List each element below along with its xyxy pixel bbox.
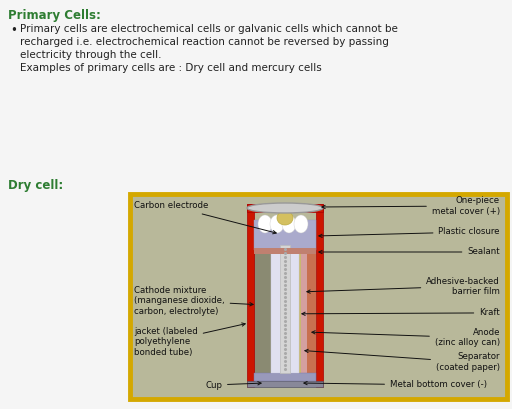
Text: Sealant: Sealant [319, 247, 500, 256]
Text: Plastic closure: Plastic closure [319, 227, 500, 238]
Bar [280, 245, 290, 373]
Text: Dry cell:: Dry cell: [8, 179, 63, 192]
Bar [247, 381, 323, 387]
Ellipse shape [294, 215, 308, 233]
Text: electricity through the cell.: electricity through the cell. [20, 50, 161, 60]
Text: •: • [10, 24, 17, 37]
Bar [130, 194, 507, 399]
Bar [297, 250, 301, 373]
Bar [307, 250, 316, 373]
Bar [301, 250, 307, 373]
Ellipse shape [270, 215, 284, 233]
Text: Cathode mixture
(manganese dioxide,
carbon, electrolyte): Cathode mixture (manganese dioxide, carb… [134, 286, 253, 315]
Bar [254, 250, 316, 373]
Text: Carbon electrode: Carbon electrode [134, 202, 276, 234]
Bar [271, 245, 299, 373]
Bar [247, 204, 254, 387]
Text: Anode
(zinc alloy can): Anode (zinc alloy can) [312, 328, 500, 347]
Text: Cup: Cup [205, 380, 261, 389]
Text: Adhesive-backed
barrier film: Adhesive-backed barrier film [307, 276, 500, 296]
Text: Separator
(coated paper): Separator (coated paper) [305, 349, 500, 372]
Bar [247, 204, 323, 212]
Bar [254, 248, 316, 254]
Text: Primary Cells:: Primary Cells: [8, 9, 101, 22]
Text: Examples of primary cells are : Dry cell and mercury cells: Examples of primary cells are : Dry cell… [20, 63, 322, 73]
Text: Metal bottom cover (-): Metal bottom cover (-) [304, 380, 487, 389]
Text: jacket (labeled
polyethylene
bonded tube): jacket (labeled polyethylene bonded tube… [134, 323, 245, 357]
Text: Kraft: Kraft [302, 308, 500, 317]
Bar [254, 373, 316, 381]
Ellipse shape [258, 215, 272, 233]
Text: Primary cells are electrochemical cells or galvanic cells which cannot be: Primary cells are electrochemical cells … [20, 24, 398, 34]
Ellipse shape [247, 203, 323, 213]
Ellipse shape [282, 215, 296, 233]
Text: One-piece
metal cover (+): One-piece metal cover (+) [322, 196, 500, 216]
Text: recharged i.e. electrochemical reaction cannot be reversed by passing: recharged i.e. electrochemical reaction … [20, 37, 389, 47]
Bar [254, 220, 316, 250]
Bar [316, 204, 323, 387]
Ellipse shape [277, 211, 293, 225]
